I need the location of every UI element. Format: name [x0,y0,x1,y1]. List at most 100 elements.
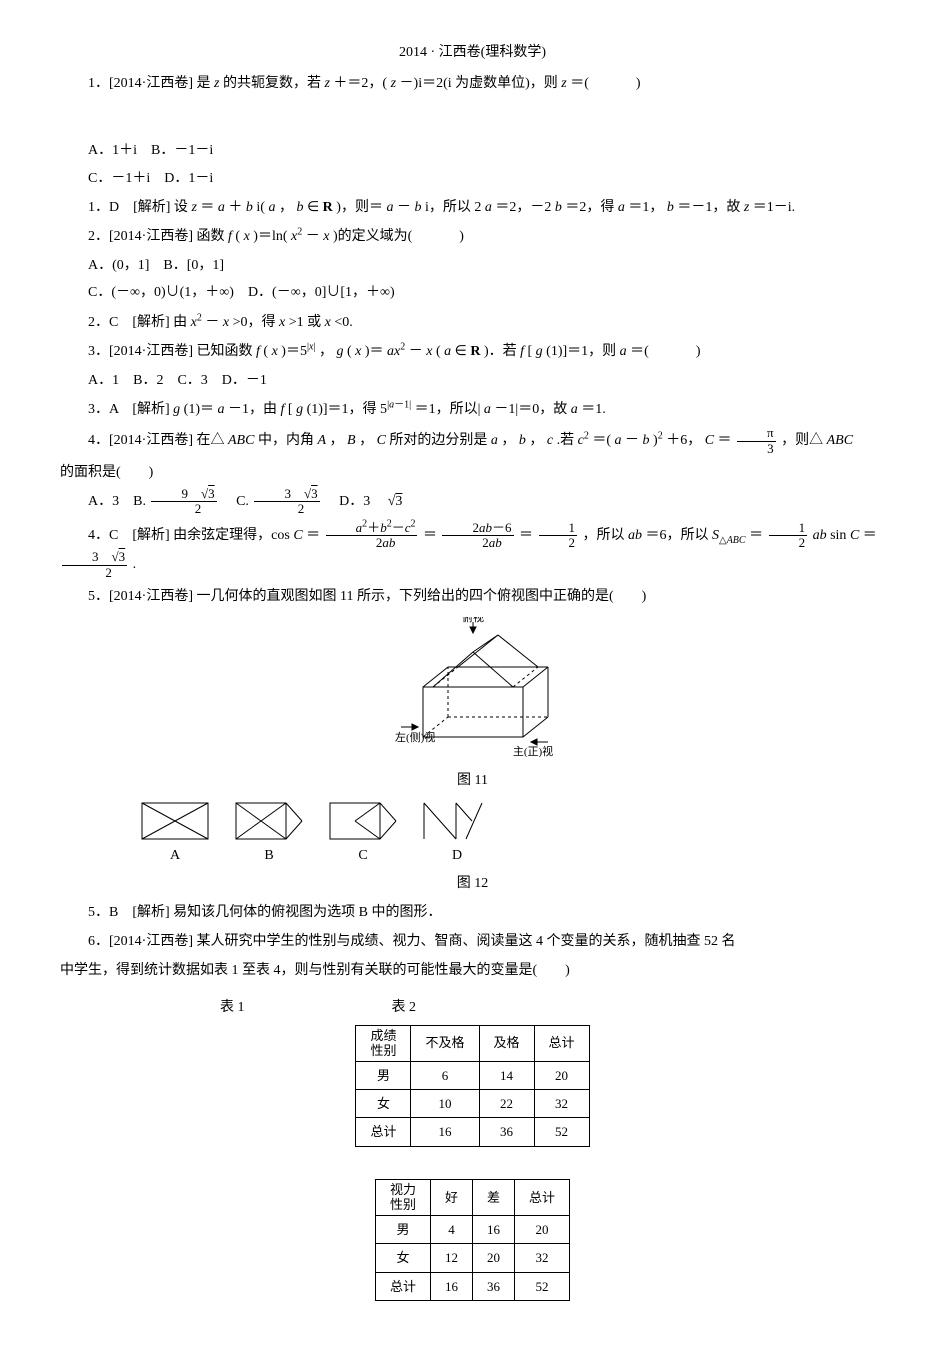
text: A．3 B. [88,494,146,509]
q4-stem: 4．[2014·江西卷] 在△ ABC 中，内角 A ， B ， C 所对的边分… [60,426,885,456]
var-f: f [281,402,285,417]
denominator: 2ab [326,536,418,550]
var-C: C [850,528,859,543]
text: 的共轭复数，若 [223,76,321,91]
text: ( [263,344,268,359]
var-a: a [218,200,225,215]
denominator: 2ab [442,536,513,550]
text: ＝－1，故 [677,200,740,215]
corner-top: 视力 [390,1182,416,1198]
text: <0. [334,315,352,330]
solid-3d-icon: 俯视 左(侧)视 主(正)视 [373,617,573,757]
col-header: 总计 [534,1025,589,1061]
q1-opts-row1: A．1＋i B．－1－i [60,138,885,163]
text: D．3 [325,494,370,509]
cell: 20 [473,1244,515,1272]
text: )，则＝ [336,200,383,215]
corner-bottom: 性别 [390,1197,416,1213]
corner-bottom: 性别 [370,1043,396,1059]
table-row: 女 12 20 32 [375,1244,569,1272]
text: 1．[2014·江西卷] 是 [88,76,211,91]
text: ＝1， [628,200,663,215]
text: 3．[2014·江西卷] 已知函数 [88,344,253,359]
denominator: 3 [737,442,776,456]
cell: 22 [479,1090,534,1118]
text: (1)]＝1，则 [546,344,616,359]
text: 2．[2014·江西卷] 函数 [88,229,225,244]
q3-answer: 3．A [解析] g (1)＝ a －1，由 f [ g (1)]＝1，得 5|… [60,397,885,422]
set-R: R [323,200,333,215]
var-a: a [620,344,627,359]
col-header: 不及格 [411,1025,479,1061]
text: ＋6， [666,433,701,448]
cell: 10 [411,1090,479,1118]
q2-stem: 2．[2014·江西卷] 函数 f ( x )＝ln( x2 － x )的定义域… [60,224,885,249]
cell: 6 [411,1061,479,1089]
text: － [397,200,411,215]
text: sin [830,528,850,543]
text: ) [696,344,701,359]
sup: 2 [400,341,405,352]
var-b: b [414,200,421,215]
numerator: a2＋b2－c2 [326,521,418,536]
text: ，所以 [583,528,625,543]
set-R: R [470,344,480,359]
corner-cell: 视力 性别 [375,1179,430,1215]
text: ， [279,200,293,215]
var-z: z [744,200,749,215]
var-g: g [536,344,543,359]
q2-opts-row2: C．(－∞，0)∪(1，＋∞) D．(－∞，0]∪[1，＋∞) [60,280,885,305]
sup: 2 [297,226,302,237]
numerator: 1 [539,521,578,536]
text: ，则△ [781,433,823,448]
var-b: b [296,200,303,215]
fraction: 3 √32 [254,487,319,517]
row-header: 总计 [375,1272,430,1300]
q2-answer: 2．C [解析] 由 x2 － x >0，得 x >1 或 x <0. [60,310,885,335]
row-header: 女 [356,1090,411,1118]
col-header: 差 [473,1179,515,1215]
numerator: 3 √3 [62,550,127,565]
text: )＝5 [281,344,307,359]
cell: 16 [473,1216,515,1244]
text: ＝ [519,528,533,543]
table-1: 成绩 性别 不及格 及格 总计 男 6 14 20 女 10 22 32 总计 … [355,1025,589,1147]
var-a: a [618,200,625,215]
text: － [205,315,219,330]
var-a: a [386,200,393,215]
label-front: 主(正)视 [512,744,552,757]
cell: 16 [411,1118,479,1146]
option-label: C [328,843,398,868]
fraction: 9 √32 [151,487,216,517]
cell: 36 [473,1272,515,1300]
table-labels: 表 1 表 2 [220,995,885,1020]
q1-answer: 1．D [解析] 设 z ＝ a ＋ b i( a ， b ∈ R )，则＝ a… [60,195,885,220]
sup: 2 [584,431,589,442]
text: i，所以 2 [425,200,481,215]
var-a: a [387,344,394,359]
text: )．若 [484,344,517,359]
cell: 32 [534,1090,589,1118]
var-x: x [244,229,250,244]
cell: 12 [430,1244,472,1272]
var-g: g [173,402,180,417]
var-a: a [615,433,622,448]
text: ∈ [455,344,467,359]
fraction: 3 √32 [62,550,127,580]
q2-opts-row1: A．(0，1] B．[0，1] [60,253,885,278]
text: － [625,433,639,448]
sup: 2 [197,312,202,323]
var-ABC: ABC [228,433,254,448]
var-z: z [191,200,196,215]
text: ＝6，所以 [646,528,709,543]
denominator: 2 [151,502,216,516]
text: ＝2，得 [565,200,614,215]
text: － [306,229,320,244]
cell: 36 [479,1118,534,1146]
q4-answer: 4．C [解析] 由余弦定理得，cos C ＝ a2＋b2－c22ab ＝ 2a… [60,521,885,580]
text: ) [636,76,641,91]
sup: |x| [307,341,315,352]
denominator: 2 [254,502,319,516]
q4-stem-cont: 的面积是( ) [60,460,885,485]
var-x: x [223,315,229,330]
